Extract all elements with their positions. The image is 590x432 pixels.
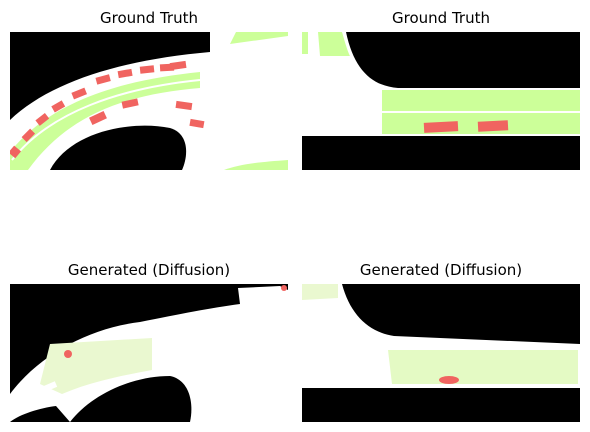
vehicle-markers-gt-right	[423, 120, 509, 133]
panel-gt-left	[10, 32, 288, 170]
panel-title-gen-right: Generated (Diffusion)	[359, 261, 523, 279]
panel-gen-left	[10, 284, 288, 422]
bev-map-gt-right	[302, 32, 580, 170]
bev-map-gt-left	[10, 32, 288, 170]
panel-gen-right	[302, 284, 580, 422]
bev-map-gen-left	[10, 284, 288, 422]
panel-gt-right	[302, 32, 580, 170]
panel-title-gt-right: Ground Truth	[392, 9, 490, 27]
bev-map-gen-right	[302, 284, 580, 422]
panel-title-gen-left: Generated (Diffusion)	[67, 261, 231, 279]
vehicle-markers-gt-left	[10, 60, 205, 159]
panel-title-gt-left: Ground Truth	[100, 9, 198, 27]
